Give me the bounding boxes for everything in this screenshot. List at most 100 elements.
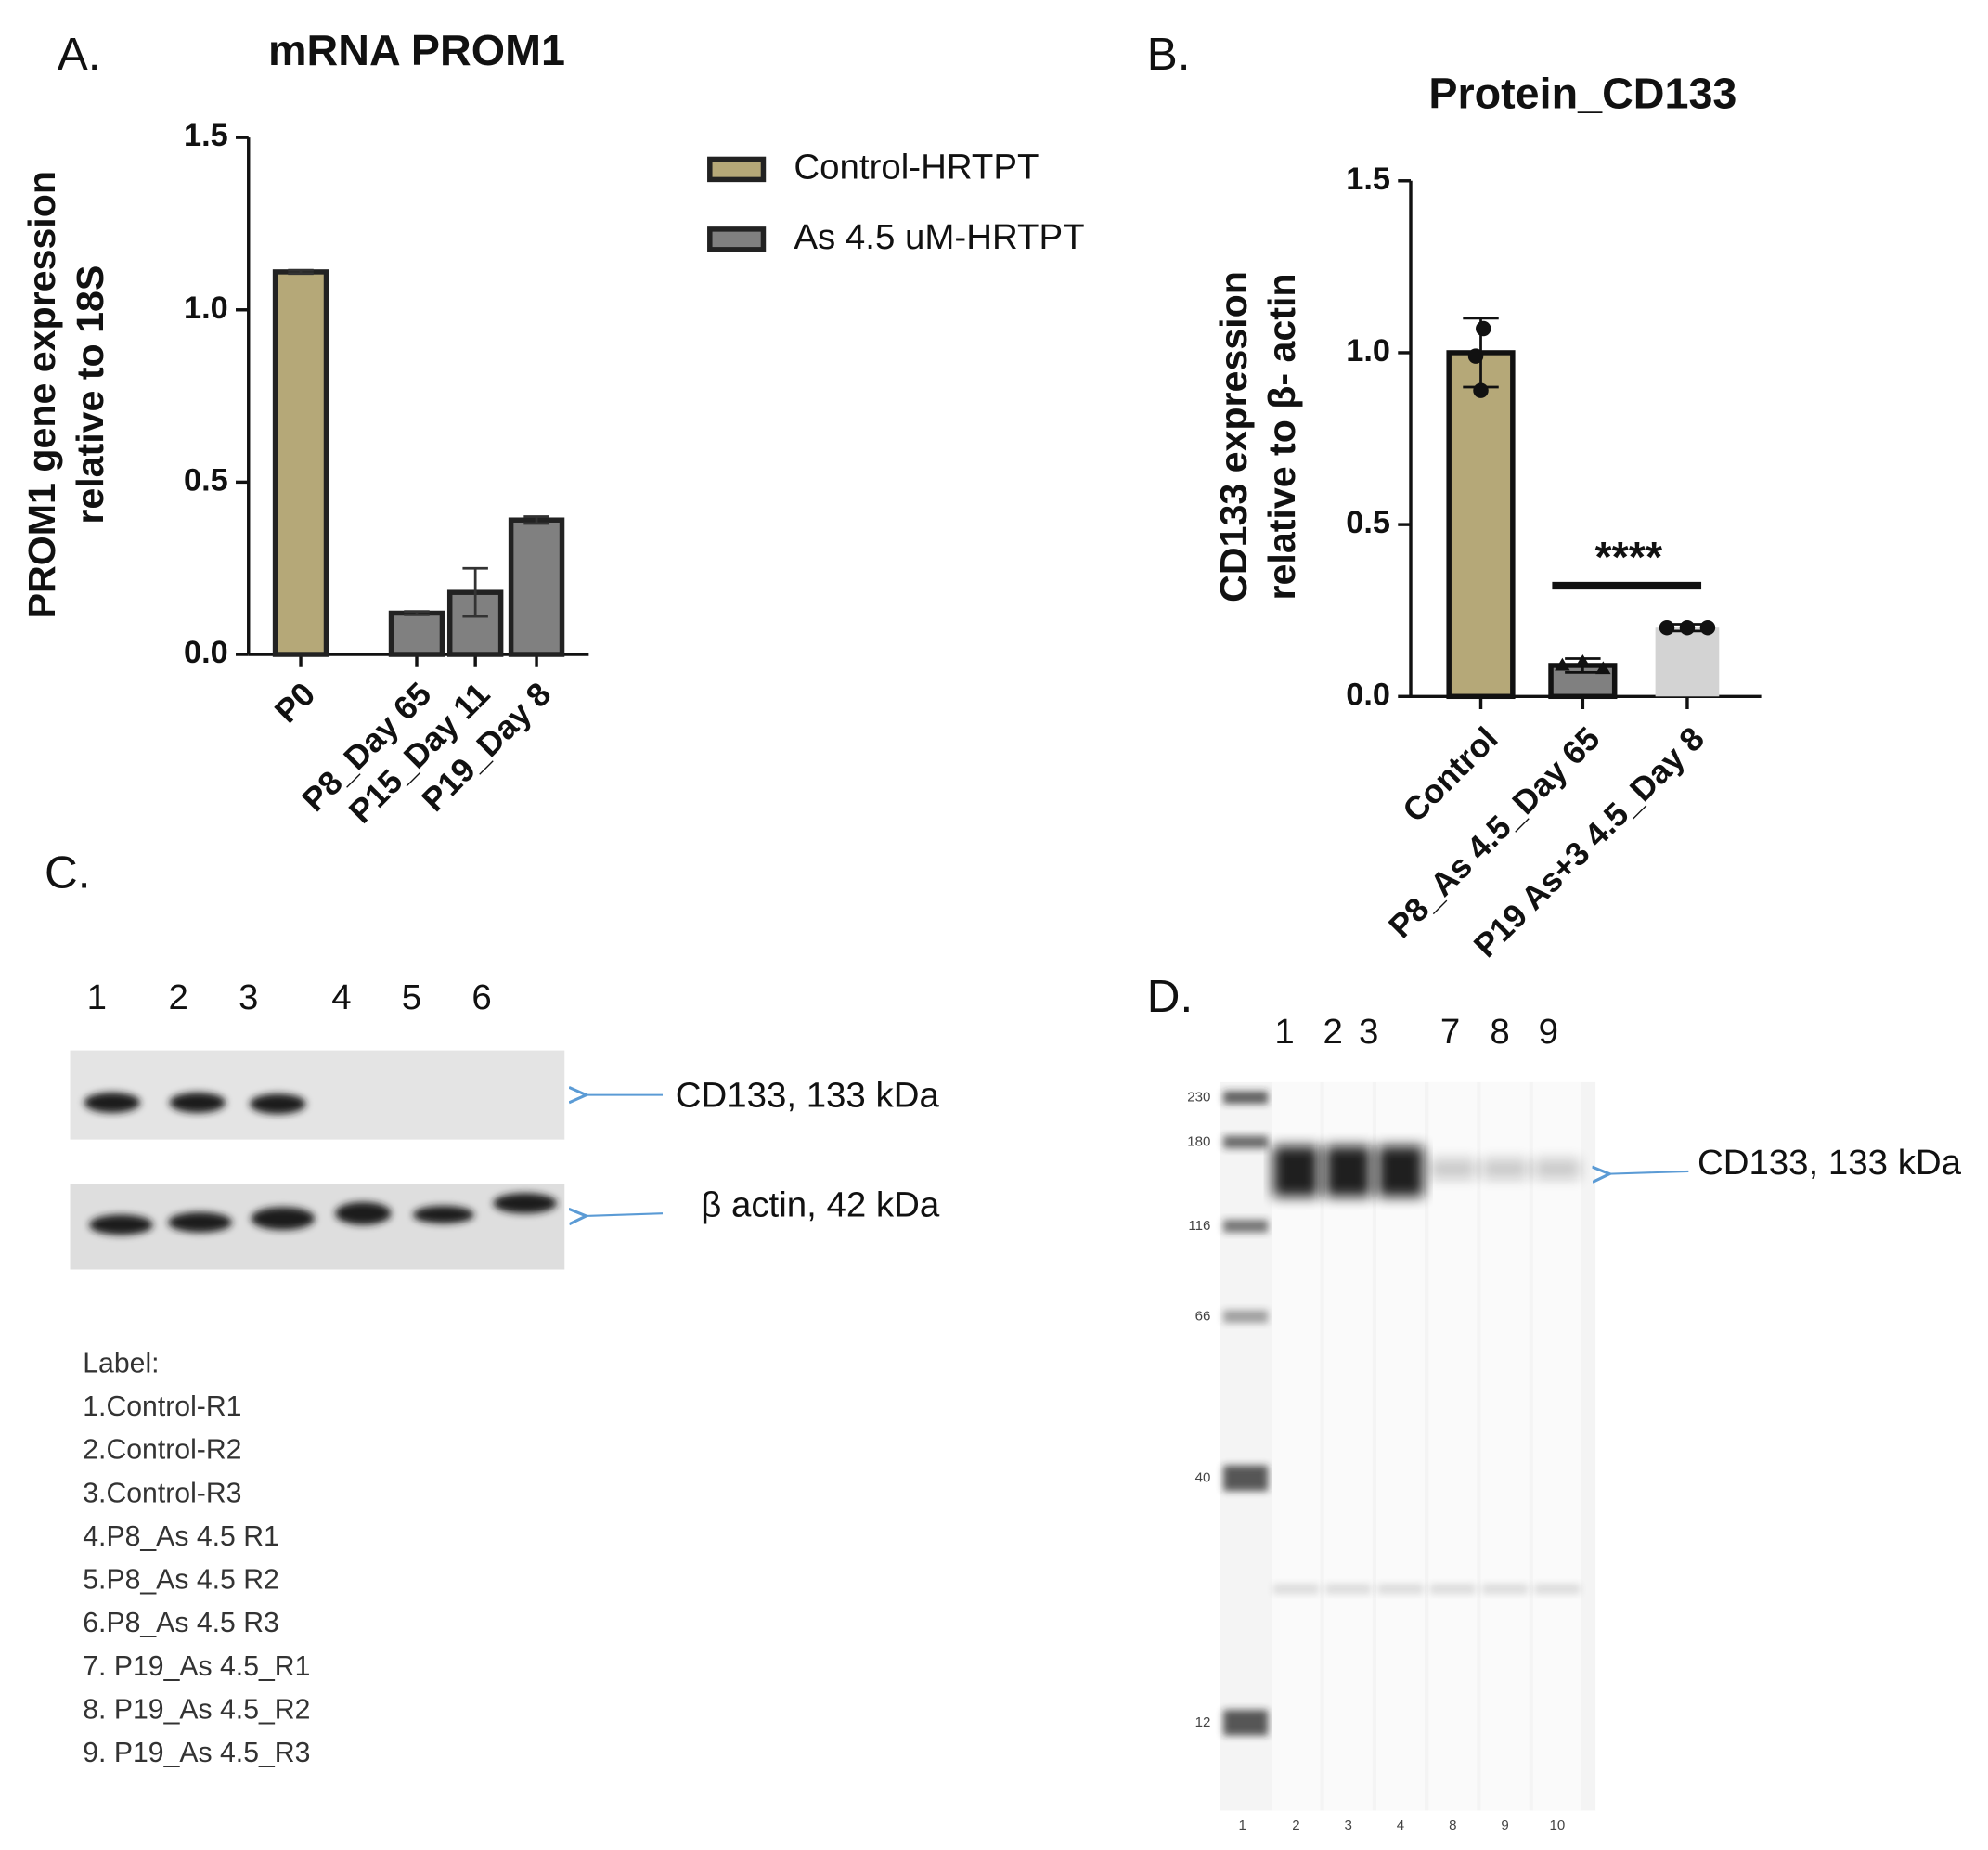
- lane-label: 9: [1539, 1012, 1558, 1052]
- y-tick-label: 0.5: [1346, 505, 1390, 540]
- marker-label: 116: [1188, 1218, 1210, 1234]
- blot-d: [1220, 1081, 1689, 1811]
- lane-number: 2: [1292, 1818, 1299, 1833]
- error-bar: [404, 610, 430, 616]
- y-axis-label: relative to 18S: [69, 265, 111, 524]
- y-tick-label: 0.0: [1346, 677, 1390, 712]
- y-tick-label: 1.0: [1346, 333, 1390, 369]
- legend-item: 8. P19_As 4.5_R2: [83, 1694, 310, 1725]
- band: [1534, 1158, 1581, 1180]
- lane-label: 1: [87, 977, 107, 1017]
- lane-number: 1: [1239, 1818, 1246, 1833]
- legend-item: 2.Control-R2: [83, 1435, 241, 1466]
- lane-label: 1: [1274, 1012, 1294, 1052]
- lane: [1428, 1081, 1478, 1811]
- band: [1272, 1145, 1320, 1197]
- legend-title: Label:: [83, 1348, 159, 1378]
- data-point: [1699, 619, 1716, 636]
- legend-item: 6.P8_As 4.5 R3: [83, 1608, 279, 1638]
- y-axis-label: CD133 expression: [1212, 271, 1255, 602]
- ladder-band: [1223, 1310, 1269, 1324]
- y-tick-label: 1.5: [184, 118, 228, 153]
- legend-item: 7. P19_As 4.5_R1: [83, 1651, 310, 1682]
- data-point: [1659, 619, 1675, 636]
- marker-label: 66: [1195, 1308, 1211, 1324]
- lane-label: 6: [471, 977, 491, 1017]
- band-label: β actin, 42 kDa: [701, 1184, 940, 1224]
- marker-label: 40: [1195, 1469, 1211, 1485]
- lane-label: 3: [239, 977, 258, 1017]
- lane-number: 4: [1397, 1818, 1404, 1833]
- bar: [388, 610, 445, 657]
- ladder-band: [1223, 1710, 1269, 1736]
- chart-title: Protein_CD133: [1428, 70, 1736, 118]
- lane-label: 5: [402, 977, 421, 1017]
- lane-label: 7: [1440, 1012, 1460, 1052]
- lane-number: 3: [1345, 1818, 1352, 1833]
- bar: [1655, 627, 1720, 697]
- arrow: [587, 1213, 664, 1216]
- marker-label: 180: [1187, 1133, 1210, 1149]
- lane-label: 2: [1323, 1012, 1343, 1052]
- marker-label: 12: [1195, 1714, 1211, 1730]
- legend-label: Control-HRTPT: [794, 148, 1039, 188]
- arrow: [1609, 1171, 1689, 1174]
- panel-letter: D.: [1147, 971, 1193, 1022]
- panel-letter: B.: [1147, 29, 1191, 80]
- legend-swatch: [707, 156, 767, 183]
- x-tick-label: P0: [267, 675, 322, 730]
- bar: [1446, 350, 1516, 700]
- lane: [1480, 1081, 1530, 1811]
- legend-item: 3.Control-R3: [83, 1478, 241, 1508]
- error-bar: [523, 515, 549, 525]
- bar: [272, 269, 329, 657]
- lane-number: 10: [1550, 1818, 1566, 1833]
- data-point: [1476, 320, 1491, 337]
- blot-c: [70, 1050, 664, 1270]
- data-point: [1679, 619, 1696, 636]
- lane-number: 8: [1449, 1818, 1456, 1833]
- legend-swatch: [707, 226, 767, 252]
- lane: [1375, 1081, 1426, 1811]
- panel-letter: A.: [58, 29, 101, 80]
- y-tick-label: 1.5: [1346, 162, 1390, 197]
- data-point: [1595, 661, 1611, 675]
- blot-membrane: [70, 1184, 565, 1270]
- marker-label: 230: [1187, 1089, 1210, 1105]
- band: [1272, 1584, 1320, 1595]
- band: [1481, 1158, 1529, 1180]
- lane-label: 8: [1490, 1012, 1509, 1052]
- data-point: [1473, 382, 1489, 398]
- band: [1481, 1584, 1529, 1595]
- ladder-band: [1223, 1091, 1269, 1105]
- error-bar: [288, 268, 314, 276]
- band: [1377, 1145, 1424, 1197]
- bar: [508, 517, 565, 657]
- band: [1325, 1145, 1372, 1197]
- band: [1534, 1584, 1581, 1595]
- lane: [1532, 1081, 1581, 1811]
- band-label: CD133, 133 kDa: [676, 1076, 940, 1116]
- ladder-band: [1223, 1465, 1269, 1492]
- y-tick-label: 1.0: [184, 291, 228, 326]
- y-axis-label: relative to β- actin: [1260, 273, 1303, 600]
- y-tick-label: 0.0: [184, 635, 228, 670]
- data-point: [1467, 348, 1484, 364]
- lane-label: 3: [1359, 1012, 1378, 1052]
- lane-label: 4: [331, 977, 351, 1017]
- lane: [1323, 1081, 1373, 1811]
- ladder-band: [1223, 1220, 1269, 1233]
- data-point: [1555, 657, 1570, 671]
- lane-number: 9: [1501, 1818, 1508, 1833]
- legend-item: 9. P19_As 4.5_R3: [83, 1738, 310, 1768]
- band: [1377, 1584, 1424, 1595]
- band-label: CD133, 133 kDa: [1698, 1143, 1962, 1183]
- band: [1429, 1584, 1477, 1595]
- band: [1429, 1158, 1477, 1180]
- y-tick-label: 0.5: [184, 462, 228, 498]
- error-bar: [462, 566, 488, 618]
- lane: [1272, 1081, 1321, 1811]
- legend-item: 5.P8_As 4.5 R2: [83, 1565, 279, 1596]
- significance-label: ****: [1594, 533, 1663, 581]
